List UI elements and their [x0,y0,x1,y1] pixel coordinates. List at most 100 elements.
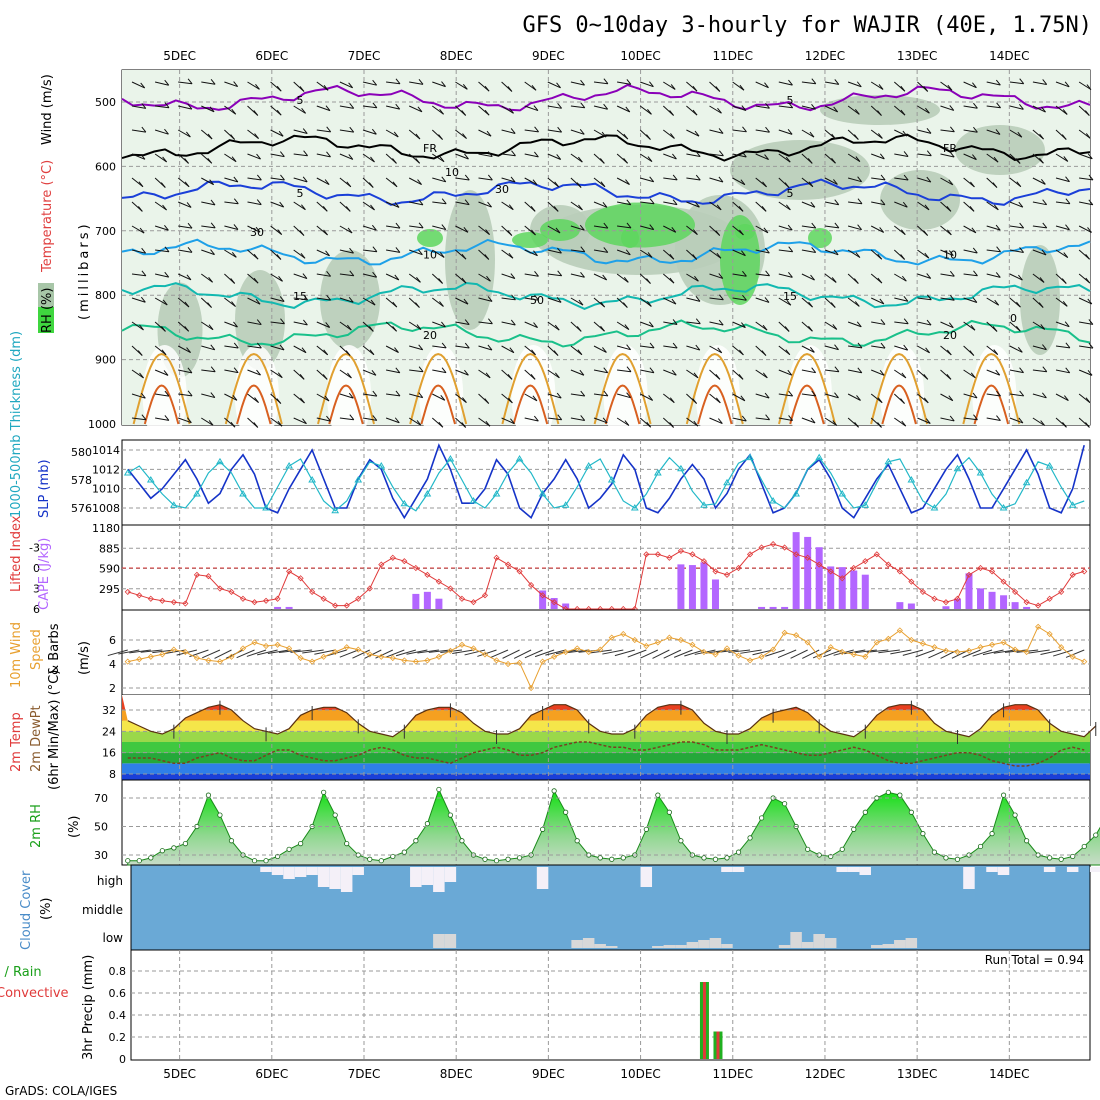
high-cloud-bar [986,867,998,872]
thickness-point [262,504,270,511]
wind-barb [871,369,885,376]
wind-barb [894,417,907,427]
wind-barb-feather [392,301,398,308]
wind-barb-feather [580,246,586,253]
cape-bar [907,603,915,609]
wind-barb-feather [487,201,492,208]
li-point [516,568,523,575]
wind-barb [778,249,793,253]
wind-barb [386,249,400,253]
low-cloud-bar [871,945,883,948]
wind-barb-feather [369,349,375,356]
wind10-point [954,648,961,656]
wind-barb-feather [1085,422,1090,428]
wind-barb [362,345,375,356]
wind-barb [871,201,886,206]
rh-dry-area [603,345,648,445]
wind-barb [1055,297,1068,307]
wind-barb-feather [949,294,955,301]
wind10-barb [489,649,509,659]
wind10-point [977,644,984,651]
high-cloud-bar [721,867,733,872]
wind10-point [274,641,281,648]
wind-barb [640,201,655,205]
high-cloud-bar [317,867,330,887]
wind-barb [593,369,608,374]
wind-barb [847,321,862,328]
temp-line [127,704,1097,738]
contour-label: 15 [783,290,797,303]
wind-barb [1009,417,1024,424]
wind10-barb [164,649,186,655]
wind-barb-feather [326,415,331,422]
wind10-barb [236,649,255,659]
wind-barb [270,201,284,208]
wind-barb [432,321,446,328]
wind-barb [201,249,215,256]
wind-barb-feather [1017,131,1023,138]
wind-barb-feather [233,81,239,87]
wind-barb [940,249,954,257]
wind-barb-feather [1087,298,1093,305]
wind-barb [501,105,514,114]
low-cloud-bar [882,944,895,948]
wind-barb [455,297,469,305]
wind-barb-feather [832,420,838,426]
wind-barb-feather [279,151,285,157]
rh2m-point [251,858,258,864]
surface-temp-contour-warm [328,384,364,425]
wind-barb-feather [532,179,538,185]
wind-barb-feather [717,347,723,354]
rh2m-point [286,846,292,852]
rh-shade [880,170,960,230]
wind-barb [247,153,261,160]
wind-barb [547,81,561,89]
thickness-point [700,501,708,508]
wind-barb-feather [164,246,170,253]
rh-moist-shade [621,228,639,248]
wind-barb-feather [530,206,536,212]
wind-barb [616,273,629,283]
wind-barb-feather [831,133,837,140]
wind-barb-feather [256,342,262,349]
li-point [850,564,857,572]
rh2m-point [655,792,661,798]
wind-barb-feather [762,181,767,188]
li-point [689,551,696,558]
wind-barb-feather [925,347,930,354]
wind-barb [940,273,955,277]
wind-barb-feather [602,417,608,424]
wind-barb-feather [441,321,446,328]
tick-label: 1180 [92,522,120,535]
wind-barb-feather [764,392,770,399]
cape-bar [274,606,282,609]
rh2m-point [758,815,765,821]
wind-barb [778,129,793,135]
wind-barb [894,345,908,351]
wind-barb-feather [441,342,447,349]
wind-barb-feather [972,82,977,88]
wind10-barb [417,649,439,654]
wind-barb [593,201,608,208]
wind-barb [871,153,885,160]
wind-barb-feather [903,151,909,157]
tick-label: 500 [95,96,116,109]
wind-barb-feather [1061,134,1067,140]
wind10-barb [962,649,981,658]
wind-barb [778,273,793,278]
wind-barb [455,345,470,349]
wind10-point [574,645,581,652]
wind-barb [709,297,724,301]
wind-barb-feather [1064,321,1070,328]
wind-barb [431,297,444,307]
wind-barb-feather [278,130,284,137]
wind-barb-feather [187,103,193,110]
precip-panel: 0.80.60.40.20 Run Total = 0.94 [109,949,1091,1066]
wind-barb-feather [992,182,998,188]
wind10-barb [902,649,924,656]
cape-bar [700,562,708,609]
wind-barb [131,369,144,379]
wind-barb [455,321,470,326]
